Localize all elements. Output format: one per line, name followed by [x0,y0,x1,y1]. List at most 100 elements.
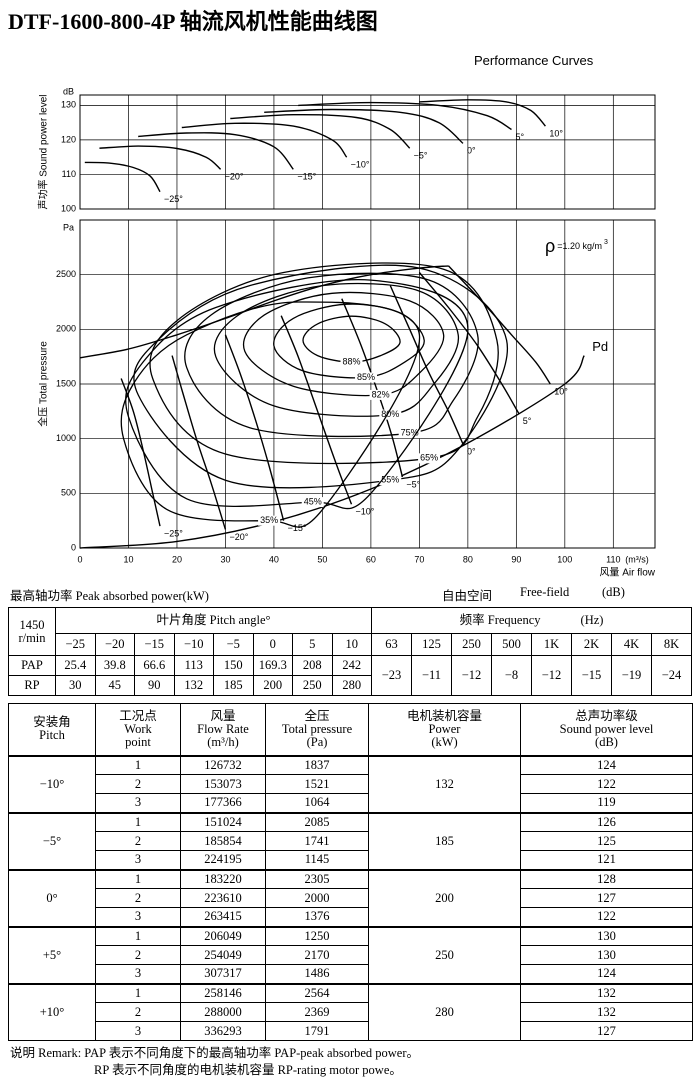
total-pressure-text: 1376 [304,909,330,924]
flow-rate: 185854 [180,831,266,851]
efficiency-contour [133,264,509,489]
power-value: 90 [134,675,175,696]
label-bg [340,357,363,368]
row-label-text: PAP [21,658,43,672]
power-cell: 200 [368,868,521,927]
curve [181,122,348,158]
curve [84,161,161,193]
power-cell-text: 280 [435,1004,454,1019]
sound-power: 130 [520,945,693,965]
y-tick-label: 1500 [56,378,76,388]
label-bg [369,389,392,400]
table-row: 安装角 Pitch 工况点 Work point 风量 Flow Rate (m³/h) 全压 T… [8,703,693,756]
sound-power-text: 121 [597,852,616,867]
flow-rate-text: 254049 [204,947,242,962]
sound-level: −23 [371,655,413,696]
y-tick-label: 1000 [56,433,76,443]
frequency-text: 2K [583,637,600,651]
table-row: 3 224195 1145 121 [9,850,693,870]
y-unit: dB [63,86,74,96]
sound-level-text: −24 [661,668,682,682]
pitch-cell-text: 0° [46,890,58,905]
efficiency-contour [213,282,459,417]
label-bg [379,475,402,486]
label-bg [301,497,324,508]
power-cell: 185 [368,811,521,870]
pitch-angle-text: 5 [309,637,316,651]
x-tick-label: 90 [511,554,521,564]
x-tick-label: 60 [366,554,376,564]
work-point-text: 1 [134,814,142,829]
flow-rate-text: 307317 [204,966,242,981]
sound-power: 125 [520,831,693,851]
pitch-cell: +5° [8,925,96,984]
x-tick-label: 40 [269,554,279,564]
work-point: 3 [95,850,181,870]
page-title: DTF-1600-800-4P 轴流风机性能曲线图 [8,9,378,34]
total-pressure-text: 1064 [304,795,330,810]
total-pressure-text: 2170 [304,947,330,962]
pitch-header: 叶片角度 Pitch angle° [54,607,373,634]
flow-rate-text: 126732 [204,757,242,772]
power-value: 30 [55,675,96,696]
column-header: 风量 Flow Rate (m³/h) [180,703,266,756]
sound-level: −8 [491,655,533,696]
sound-level-text: −12 [461,668,482,682]
curve [138,132,294,170]
total-pressure: 2564 [265,982,369,1003]
y-tick-label: 500 [61,488,76,498]
power-cell: 250 [368,925,521,984]
contour-label: 85% [357,372,375,382]
sound-power: 128 [520,868,693,889]
flow-rate: 336293 [180,1021,266,1041]
pitch-cell-text: +5° [42,947,62,962]
table-row: 3 177366 1064 119 [9,793,693,813]
flow-rate-text: 223610 [204,890,242,905]
remark: 说明 Remark: PAP 表示不同角度下的最高轴功率 PAP-peak ab… [10,1046,420,1060]
table-caption: 自由空间 [442,589,493,603]
curve-label: −15° [288,523,307,533]
label-bg [258,515,281,526]
column-header-text: 电机装机容量 [406,708,482,723]
flow-rate-text: 224195 [204,852,242,867]
curve-label: 5° [523,416,532,426]
work-point: 2 [95,774,181,794]
row-label: PAP [8,655,56,676]
flow-rate: 254049 [180,945,266,965]
flow-rate-text: 263415 [204,909,242,924]
total-pressure: 1741 [265,831,369,851]
table-row: 2 288000 2369 132 [9,1002,693,1022]
pitch-cell: 0° [8,868,96,927]
frequency-unit: (Hz) [580,613,604,627]
power-cell: 280 [368,982,521,1041]
sound-power-text: 119 [597,795,616,810]
total-pressure: 2085 [265,811,369,832]
pitch-cell-text: +10° [39,1004,65,1019]
pitch-cell-text: −5° [42,833,62,848]
column-header: 总声功率级 Sound power level (dB) [520,703,693,756]
sound-power: 124 [520,964,693,984]
total-pressure: 2000 [265,888,369,908]
column-header-text: Power [428,721,461,736]
total-pressure: 1376 [265,907,369,927]
pitch-angle-text: −5 [226,637,240,651]
sound-power-text: 124 [597,757,616,772]
table-row: +5° 1 206049 1250 250 130 [8,925,693,984]
work-point-text: 2 [134,890,142,905]
frequency-text: 1K [543,637,560,651]
work-point: 2 [95,945,181,965]
curve-label: −20° [225,172,244,182]
frequency: 63 [371,633,413,656]
curve-label: −15° [297,172,316,182]
work-point-text: 3 [134,795,142,810]
curve-label: −10° [356,507,375,517]
y-tick-label: 2500 [56,269,76,279]
frequency: 250 [451,633,493,656]
efficiency-contour [184,272,479,438]
flow-rate: 258146 [180,982,266,1003]
column-header-text: Flow Rate [197,721,249,736]
x-tick-label: 70 [414,554,424,564]
operating-point-table: 安装角 Pitch 工况点 Work point 风量 Flow Rate (m³/h) 全压 T… [8,703,693,1041]
frequency: 4K [611,633,653,656]
